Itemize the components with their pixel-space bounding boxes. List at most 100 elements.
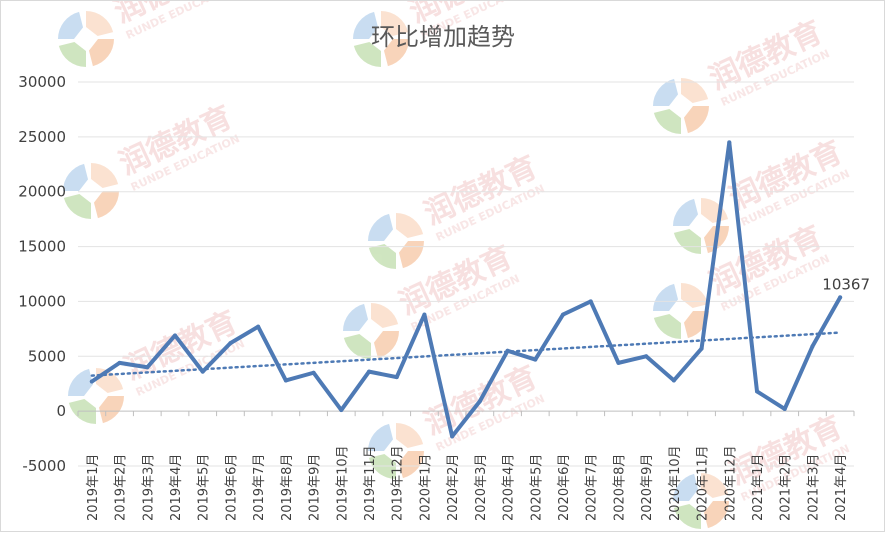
x-tick-label: 2020年9月: [640, 454, 655, 521]
data-point: [173, 333, 177, 338]
x-tick-label: 2020年2月: [446, 454, 461, 521]
x-tick-label: 2021年3月: [806, 454, 821, 521]
y-tick-label: -5000: [22, 457, 66, 475]
watermark-logo-segment: [398, 241, 424, 269]
x-tick-label: 2020年6月: [557, 454, 572, 521]
data-point: [339, 408, 344, 413]
watermark-logo-segment: [63, 193, 91, 219]
watermark-logo-segment: [63, 163, 89, 191]
x-tick-label: 2020年11月: [696, 445, 711, 521]
watermark-logo-segment: [396, 423, 424, 449]
data-point: [644, 354, 649, 359]
watermark-logo-segment: [701, 198, 729, 224]
watermark-logo-segment: [353, 11, 379, 39]
data-point: [727, 140, 732, 145]
data-point: [450, 434, 455, 439]
x-tick-label: 2019年6月: [224, 454, 239, 521]
watermark-logo-segment: [371, 303, 399, 329]
watermark-logo-segment: [701, 473, 729, 499]
watermark-logo-segment: [343, 303, 369, 331]
watermark-logo-segment: [681, 283, 709, 309]
y-axis: -5000 0 5000 10000 15000 20000 25000 30000: [18, 73, 66, 475]
data-point: [505, 348, 510, 353]
watermark-logo-segment: [673, 228, 701, 254]
x-tick-label: 2021年2月: [779, 454, 794, 521]
x-tick-label: 2020年3月: [474, 454, 489, 521]
x-tick-label: 2019年7月: [252, 454, 267, 521]
x-tick-label: 2020年1月: [418, 454, 433, 521]
data-point: [145, 365, 150, 370]
y-tick-label: 30000: [18, 73, 66, 91]
watermark-logo-segment: [368, 423, 394, 451]
watermark-logo-segment: [68, 368, 94, 396]
x-axis: 2019年1月 2019年2月 2019年3月 2019年4月 2019年5月 2019年…: [77, 411, 855, 521]
y-tick-label: 15000: [18, 238, 66, 256]
series-layer: [89, 140, 843, 439]
trendline-layer: [90, 331, 842, 377]
x-tick-label: 2020年4月: [502, 454, 517, 521]
data-point: [533, 357, 538, 362]
watermark-logo-segment: [681, 78, 709, 104]
watermark-logo-segment: [653, 108, 681, 134]
watermark-logo-segment: [653, 313, 681, 339]
x-tick-label: 2019年10月: [335, 445, 350, 521]
x-tick-label: 2020年12月: [723, 445, 738, 521]
data-point: [256, 324, 261, 329]
x-tick-label: 2021年1月: [751, 454, 766, 521]
data-point: [311, 370, 316, 375]
watermark-logo-segment: [673, 473, 699, 501]
watermark-logo-segment: [86, 11, 114, 37]
watermark-logo-segment: [381, 11, 409, 37]
x-tick-label: 2019年1月: [86, 454, 101, 521]
data-point: [671, 378, 676, 383]
gridlines: [78, 81, 854, 467]
data-point: [117, 360, 122, 365]
x-tick-label: 2019年8月: [280, 454, 295, 521]
y-tick-label: 5000: [28, 347, 66, 365]
y-tick-label: 10000: [18, 292, 66, 310]
data-point: [394, 375, 399, 380]
watermark-logo-segment: [343, 333, 371, 359]
watermark-logo-segment: [398, 451, 424, 479]
x-tick-label: 2019年11月: [363, 445, 378, 521]
data-point: [477, 399, 482, 404]
data-point: [838, 295, 843, 300]
watermark-logo-segment: [93, 191, 119, 219]
trendline: [90, 331, 842, 377]
watermark-logo-segment: [88, 39, 114, 67]
data-point: [89, 379, 94, 384]
x-tick-label: 2019年9月: [308, 454, 323, 521]
x-tick-label: 2020年8月: [612, 454, 627, 521]
watermark-logo-segment: [683, 311, 709, 339]
x-tick-label: 2021年4月: [834, 454, 849, 521]
watermark-logo-segment: [653, 78, 679, 106]
watermark-logo-segment: [673, 503, 701, 529]
data-label-layer: 10367: [822, 275, 870, 293]
series-line: [89, 140, 843, 439]
watermark-logo-segment: [368, 213, 394, 241]
watermark-logo-segment: [58, 41, 86, 67]
chart-title: 环比增加趋势: [371, 23, 515, 51]
y-tick-label: 25000: [18, 128, 66, 146]
data-point: [422, 312, 427, 317]
x-tick-label: 2019年5月: [197, 454, 212, 521]
watermark-logo-segment: [58, 11, 84, 39]
data-point: [283, 378, 288, 383]
y-tick-label: 0: [56, 402, 66, 420]
watermark-logo-segment: [673, 198, 699, 226]
data-point: [588, 299, 593, 304]
data-point: [561, 312, 565, 317]
watermark-logo-segment: [383, 39, 409, 67]
watermark-logo-segment: [368, 243, 396, 269]
x-tick-label: 2020年10月: [668, 445, 683, 521]
data-point: [699, 346, 704, 351]
watermark-logo-segment: [683, 106, 709, 134]
watermark-logo-segment: [353, 41, 381, 67]
y-tick-label: 20000: [18, 183, 66, 201]
